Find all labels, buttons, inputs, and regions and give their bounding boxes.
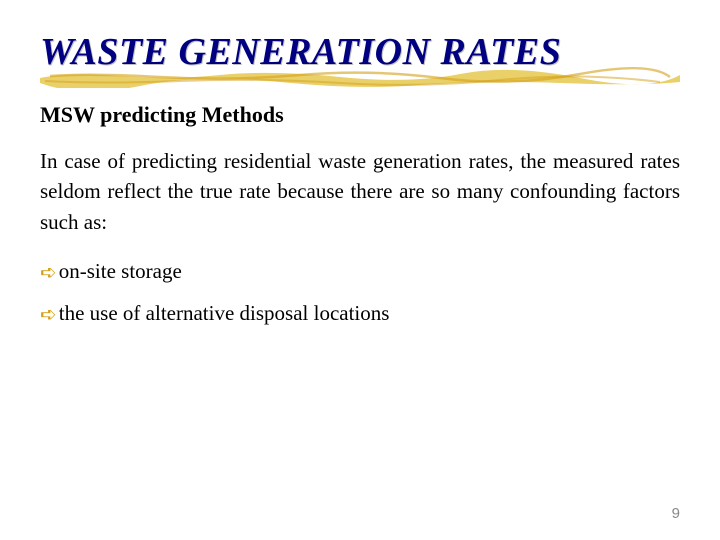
slide-container: WASTE GENERATION RATES WASTE GENERATION … bbox=[0, 0, 720, 540]
slide-paragraph: In case of predicting residential waste … bbox=[40, 146, 680, 237]
arrow-right-icon: ➪ bbox=[40, 301, 57, 329]
title-block: WASTE GENERATION RATES WASTE GENERATION … bbox=[40, 30, 680, 74]
bullet-text: the use of alternative disposal location… bbox=[59, 301, 390, 326]
bullet-list: ➪ on-site storage ➪ the use of alternati… bbox=[40, 259, 680, 329]
bullet-text: on-site storage bbox=[59, 259, 182, 284]
arrow-right-icon: ➪ bbox=[40, 259, 57, 287]
list-item: ➪ the use of alternative disposal locati… bbox=[40, 301, 680, 329]
page-number: 9 bbox=[672, 505, 680, 522]
slide-subtitle: MSW predicting Methods bbox=[40, 102, 680, 128]
slide-title: WASTE GENERATION RATES bbox=[40, 30, 680, 74]
list-item: ➪ on-site storage bbox=[40, 259, 680, 287]
